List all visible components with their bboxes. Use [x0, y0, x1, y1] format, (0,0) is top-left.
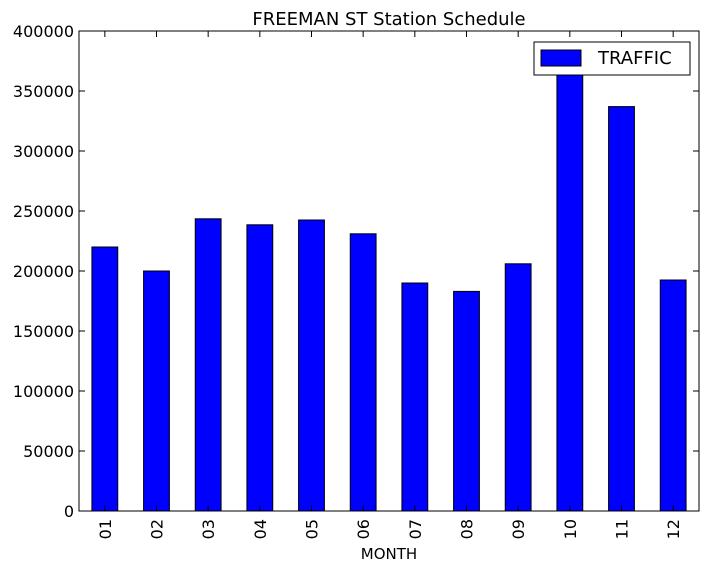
x-tick-label-09: 09: [509, 519, 528, 539]
x-tick-label-07: 07: [406, 519, 425, 539]
bar-01: [91, 246, 119, 512]
bar-09: [504, 263, 532, 512]
x-axis-label: MONTH: [361, 545, 417, 563]
legend-swatch-traffic: [540, 49, 582, 67]
x-tick-label-04: 04: [251, 519, 270, 539]
y-tick-label: 250000: [13, 202, 74, 221]
x-tick-label-02: 02: [148, 519, 167, 539]
bar-03: [194, 218, 222, 512]
bar-10: [556, 72, 584, 512]
y-tick-label: 50000: [23, 442, 74, 461]
y-tick-label: 350000: [13, 82, 74, 101]
y-tick-label: 0: [64, 502, 74, 521]
y-tick-label: 300000: [13, 142, 74, 161]
x-axis: 01 02 03 04 05 06 07 08 09 10 11 12: [96, 31, 683, 539]
bar-02: [143, 270, 170, 512]
x-tick-label-11: 11: [613, 519, 632, 539]
bars-layer: [91, 72, 687, 512]
bar-06: [349, 233, 377, 512]
bar-11: [608, 106, 635, 512]
x-tick-label-01: 01: [96, 519, 115, 539]
bar-08: [453, 290, 480, 512]
legend-label-traffic: TRAFFIC: [597, 48, 672, 69]
legend[interactable]: TRAFFIC: [533, 41, 691, 76]
bar-07: [401, 282, 429, 512]
y-tick-label: 100000: [13, 382, 74, 401]
bar-05: [298, 219, 325, 512]
y-tick-label: 400000: [13, 22, 74, 41]
x-tick-label-10: 10: [561, 519, 580, 539]
y-axis: 0 50000 100000 150000 200000 250000 300000 3500…: [13, 22, 699, 521]
x-tick-label-08: 08: [458, 519, 477, 539]
y-tick-label: 150000: [13, 322, 74, 341]
y-tick-label: 200000: [13, 262, 74, 281]
bar-04: [246, 224, 274, 512]
bar-12: [659, 279, 687, 512]
chart-title: FREEMAN ST Station Schedule: [252, 9, 525, 30]
x-tick-label-12: 12: [664, 519, 683, 539]
x-tick-label-03: 03: [199, 519, 218, 539]
x-tick-label-06: 06: [354, 519, 373, 539]
x-tick-label-05: 05: [303, 519, 322, 539]
